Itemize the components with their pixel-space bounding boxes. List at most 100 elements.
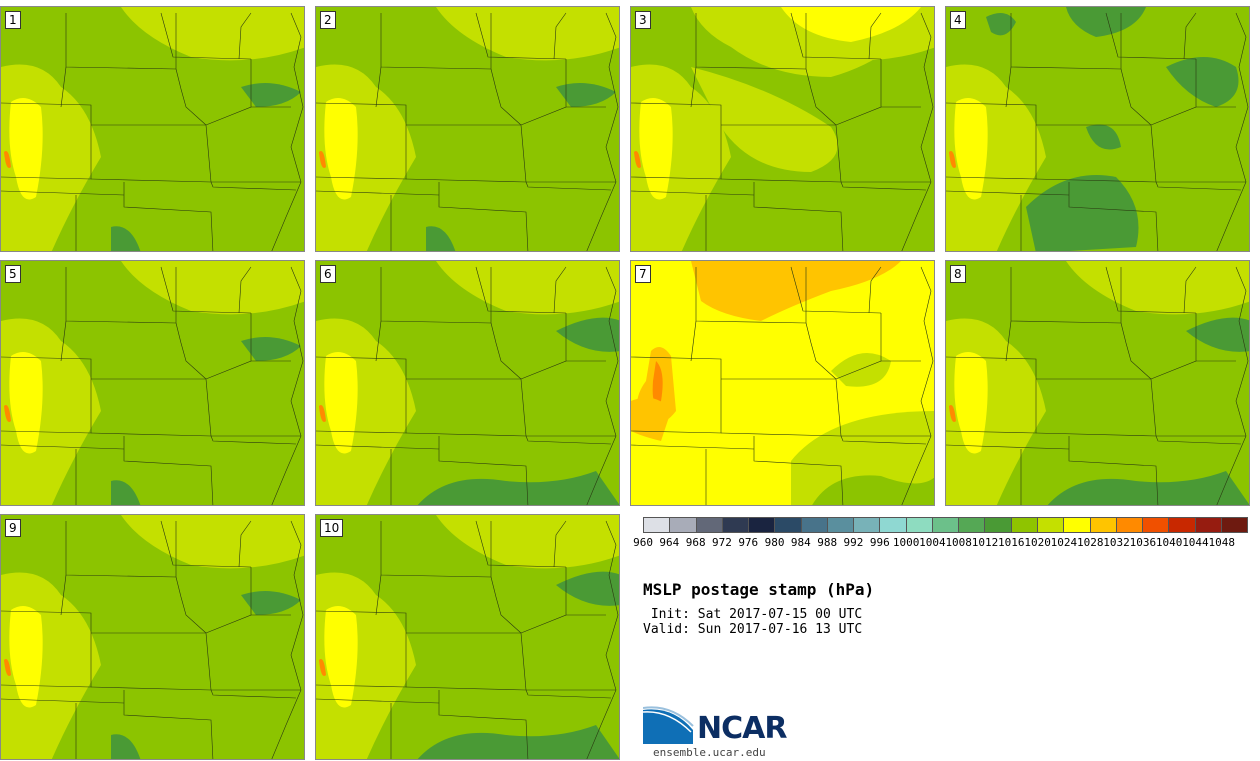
valid-time: Valid: Sun 2017-07-16 13 UTC <box>643 622 863 637</box>
state-border <box>438 182 529 251</box>
pressure-region <box>111 480 141 505</box>
pressure-region <box>556 83 616 107</box>
state-border <box>1068 436 1159 505</box>
state-border <box>1 698 125 704</box>
state-border <box>375 320 382 362</box>
ncar-logo <box>643 706 694 744</box>
state-border <box>175 68 207 126</box>
pressure-region <box>121 7 304 61</box>
state-border <box>1010 267 1122 324</box>
colorbar-swatch <box>1036 517 1064 533</box>
chart-title: MSLP postage stamp (hPa) <box>643 580 875 599</box>
state-border <box>316 102 407 180</box>
pressure-region <box>241 83 301 107</box>
state-border <box>375 574 382 616</box>
colorbar-tick-label: 996 <box>869 536 890 549</box>
state-border <box>1216 266 1249 505</box>
colorbar-swatch <box>643 517 670 533</box>
postage-stamp-panel: 9 <box>0 514 305 760</box>
state-border <box>1150 124 1157 183</box>
colorbar-swatch <box>774 517 801 533</box>
colorbar-swatch <box>958 517 985 533</box>
state-border <box>271 266 304 505</box>
state-border <box>210 689 297 699</box>
colorbar-swatch <box>800 517 827 533</box>
state-border <box>316 190 440 196</box>
state-border <box>553 12 567 60</box>
pressure-region <box>986 13 1016 36</box>
state-border <box>690 66 697 108</box>
state-border <box>946 102 1037 180</box>
pressure-region <box>324 352 358 454</box>
mslp-map <box>316 261 619 505</box>
colorbar-swatch <box>853 517 880 533</box>
state-border <box>490 576 522 634</box>
pressure-region <box>4 405 11 422</box>
state-border <box>65 13 177 70</box>
colorbar-tick-label: 1024 <box>1050 536 1078 549</box>
colorbar-swatch <box>984 517 1011 533</box>
state-border <box>1 444 125 450</box>
state-border <box>438 436 529 505</box>
pressure-region <box>436 7 619 61</box>
state-border <box>238 520 252 568</box>
pressure-region <box>121 261 304 315</box>
panel-number: 5 <box>5 265 21 283</box>
state-border <box>375 66 382 108</box>
colorbar-tick-label: 1048 <box>1208 536 1235 549</box>
logo-swoosh <box>643 709 693 744</box>
pressure-region <box>954 352 988 454</box>
colorbar-tick-label: 1044 <box>1182 536 1209 549</box>
colorbar-swatch <box>695 517 722 533</box>
pressure-region <box>691 261 901 321</box>
state-border <box>160 12 252 60</box>
pressure-region <box>241 591 301 615</box>
pressure-region <box>9 98 43 200</box>
state-border <box>805 68 837 126</box>
state-border <box>1155 181 1242 191</box>
state-border <box>238 12 252 60</box>
panel-number: 9 <box>5 519 21 537</box>
colorbar <box>643 517 1249 533</box>
pressure-region <box>9 352 43 454</box>
postage-stamp-panel: 4 <box>945 6 1250 252</box>
colorbar-tick-label: 968 <box>685 536 706 549</box>
pressure-region <box>417 471 619 505</box>
state-border <box>175 322 207 380</box>
colorbar-swatch <box>1115 517 1143 533</box>
postage-stamp-panel: 3 <box>630 6 935 252</box>
postage-stamp-panel: 6 <box>315 260 620 506</box>
pressure-region <box>949 151 956 168</box>
colorbar-swatch <box>905 517 932 533</box>
colorbar-tick-label: 1040 <box>1155 536 1183 549</box>
state-border <box>868 266 882 314</box>
colorbar-swatch <box>1220 517 1249 533</box>
state-border <box>901 12 934 251</box>
state-border <box>160 266 252 314</box>
colorbar-swatch <box>748 517 775 533</box>
pressure-region <box>324 606 358 708</box>
state-border <box>901 266 934 505</box>
state-border <box>1155 435 1242 445</box>
pressure-region <box>121 515 304 569</box>
state-border <box>946 444 1070 450</box>
colorbar-swatch <box>1010 517 1037 533</box>
pressure-region <box>241 337 301 361</box>
state-border <box>490 322 522 380</box>
state-border <box>695 13 807 70</box>
mslp-map <box>316 7 619 251</box>
state-border <box>586 12 619 251</box>
state-border <box>1 356 92 434</box>
colorbar-tick-label: 972 <box>712 536 732 549</box>
colorbar-tick-label: 988 <box>817 536 838 549</box>
state-border <box>210 435 297 445</box>
colorbar-swatch <box>1089 517 1116 533</box>
state-border <box>123 182 214 251</box>
state-border <box>1105 266 1197 314</box>
state-border <box>946 190 1070 196</box>
state-border <box>123 690 214 759</box>
state-border <box>1183 12 1197 60</box>
state-border <box>1183 266 1197 314</box>
colorbar-tick-label: 960 <box>633 536 653 549</box>
pressure-region <box>436 515 619 569</box>
